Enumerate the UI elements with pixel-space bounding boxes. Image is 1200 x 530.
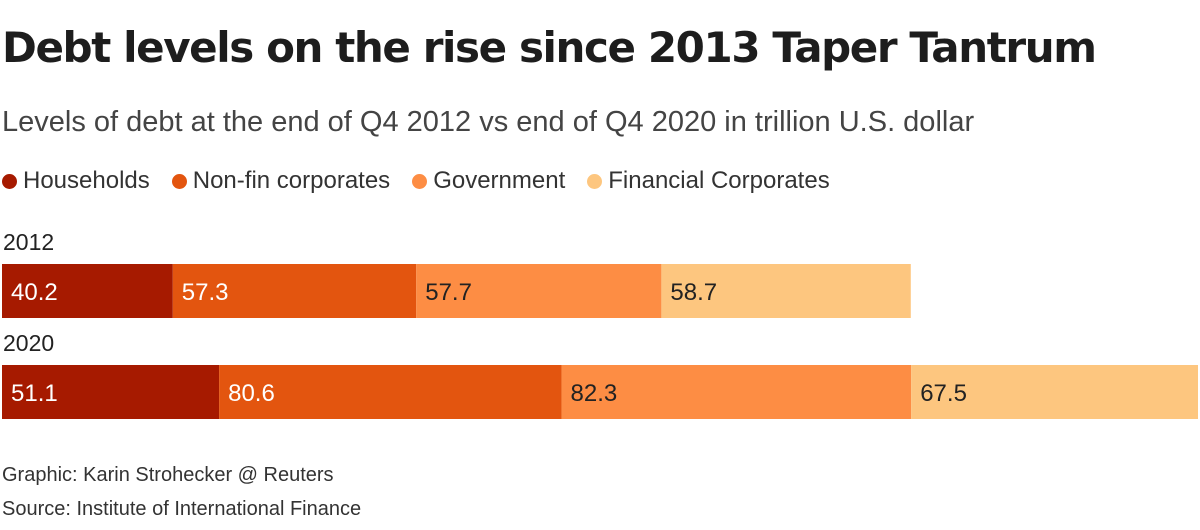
bar-row-2012: 2012 40.2 57.3 57.7 58.7 <box>2 229 911 318</box>
legend-item-households: Households <box>2 166 150 196</box>
data-label-2012-households: 40.2 <box>11 279 58 306</box>
graphic-credit: Graphic: Karin Strohecker @ Reuters <box>2 464 334 486</box>
data-label-2012-financial-corporates: 58.7 <box>670 279 717 306</box>
data-label-2020-households: 51.1 <box>11 380 58 407</box>
bar-2012-non-fin-corporates <box>172 264 417 318</box>
bar-2012-government <box>416 264 662 318</box>
bar-2012-financial-corporates <box>661 264 911 318</box>
data-label-2020-government: 82.3 <box>571 380 618 407</box>
bar-2020-government <box>561 365 912 419</box>
legend-label-non-fin-corporates: Non-fin corporates <box>192 167 391 194</box>
legend-swatch-government <box>412 173 428 189</box>
stacked-bar-chart: 2012 40.2 57.3 57.7 58.7 2020 51.1 80.6 82.3 67.5 <box>2 229 1198 419</box>
bar-2020-financial-corporates <box>911 365 1198 419</box>
data-source: Source: Institute of International Finan… <box>2 498 362 520</box>
legend-item-non-fin-corporates: Non-fin corporates <box>171 166 391 196</box>
legend-item-government: Government <box>412 166 565 196</box>
data-label-2012-government: 57.7 <box>425 279 472 306</box>
legend-item-financial-corporates: Financial Corporates <box>587 166 830 196</box>
legend-label-government: Government <box>433 167 566 194</box>
bar-2020-households <box>2 365 220 419</box>
data-label-2012-non-fin-corporates: 57.3 <box>182 279 229 306</box>
category-label-2020: 2020 <box>3 330 54 356</box>
category-label-2012: 2012 <box>3 229 54 255</box>
data-label-2020-financial-corporates: 67.5 <box>920 380 967 407</box>
bar-2012-households <box>2 264 173 318</box>
data-label-2020-non-fin-corporates: 80.6 <box>228 380 275 407</box>
legend: Households Non-fin corporates Government… <box>2 166 852 196</box>
legend-label-households: Households <box>23 167 150 194</box>
legend-swatch-financial-corporates <box>587 173 603 189</box>
chart-subtitle: Levels of debt at the end of Q4 2012 vs … <box>2 106 975 138</box>
legend-swatch-non-fin-corporates <box>171 173 187 189</box>
bar-row-2020: 2020 51.1 80.6 82.3 67.5 <box>2 330 1198 419</box>
legend-swatch-households <box>2 173 17 189</box>
legend-label-financial-corporates: Financial Corporates <box>608 167 830 194</box>
chart-title: Debt levels on the rise since 2013 Taper… <box>2 23 1097 72</box>
bar-2020-non-fin-corporates <box>219 365 562 419</box>
